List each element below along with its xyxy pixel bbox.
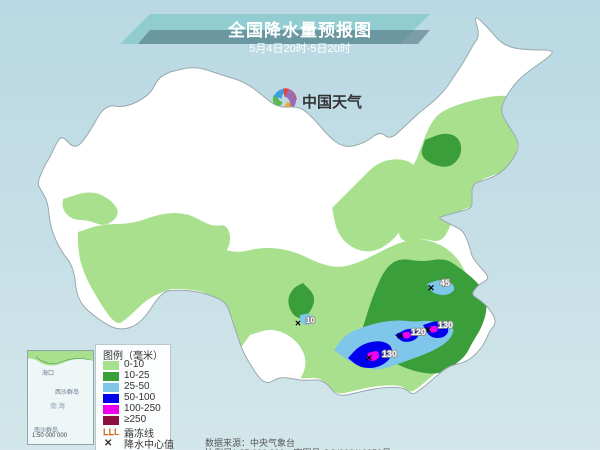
svg-text:✕: ✕ [295, 319, 302, 328]
svg-text:130: 130 [382, 349, 397, 359]
svg-text:10: 10 [306, 316, 315, 325]
svg-text:✕: ✕ [427, 283, 435, 293]
svg-text:45: 45 [440, 278, 450, 288]
svg-text:✕: ✕ [396, 331, 404, 341]
svg-text:✕: ✕ [365, 353, 373, 363]
svg-text:130: 130 [438, 320, 453, 330]
svg-text:120: 120 [411, 327, 426, 337]
